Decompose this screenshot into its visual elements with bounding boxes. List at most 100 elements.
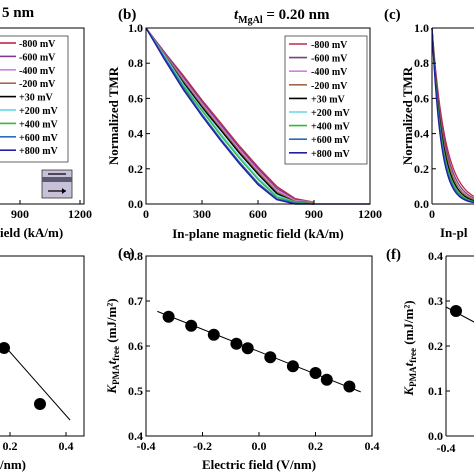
data-point <box>286 360 299 373</box>
legend-label: +800 mV <box>311 149 351 160</box>
panel-a-xtick-label: 900 <box>11 207 29 221</box>
panel-f-ylabel-unit: (mJ/m²) <box>401 300 416 348</box>
panel-c-ytick-label: 0.6 <box>414 91 429 105</box>
xtick-label: 0 <box>143 207 149 221</box>
panel-c-ytick-label: 1.0 <box>414 21 429 35</box>
panel-f-data-point <box>450 305 462 317</box>
panel-b-title-sub: MgAl <box>238 15 263 26</box>
panel-d-xlabel-fragment: /nm) <box>0 457 26 472</box>
axes-frame <box>145 255 373 437</box>
panel-b: (b) tMgAl = 0.20 nm 0 300 600 900 1200 0.0 0.2… <box>106 7 382 241</box>
legend-label: +400 mV <box>19 119 59 130</box>
xtick-label: -0.4 <box>137 439 156 453</box>
xtick-label: -0.2 <box>193 439 212 453</box>
panel-c-xtick-label: 0 <box>429 207 435 221</box>
legend-label: +200 mV <box>19 106 59 117</box>
ytick-label: 0.4 <box>128 429 143 443</box>
ytick-label: 0.2 <box>128 162 143 176</box>
panel-d-data-point <box>34 398 46 410</box>
panel-d-xtick-label: 0.4 <box>59 439 74 453</box>
panel-c-ylabel: Normalized TMR <box>400 66 415 165</box>
panel-b-title-main: t <box>234 7 239 23</box>
legend-label: -600 mV <box>19 52 56 63</box>
legend-label: +200 mV <box>311 108 351 119</box>
legend-label: +600 mV <box>19 133 59 144</box>
panel-f-ylabel-mid: t <box>401 362 416 366</box>
x-axis-label: In-plane magnetic field (kA/m) <box>172 226 344 241</box>
panel-f-ytick-label: 0.4 <box>428 249 443 263</box>
x-axis-label: Electric field (V/nm) <box>202 457 316 472</box>
ytick-label: 0.8 <box>128 56 143 70</box>
series-line--600mV <box>145 27 315 203</box>
panel-a-axes-frame <box>0 27 85 205</box>
data-point <box>162 310 175 323</box>
legend-label: +30 mV <box>311 94 346 105</box>
panel-d-fit-line <box>1 342 71 421</box>
panel-f-axes: 0.0 0.1 0.2 0.3 0.4 <box>428 249 474 443</box>
panel-c-ytick-label: 0.4 <box>414 127 429 141</box>
y-axis-label-main: K <box>104 384 119 395</box>
xtick-label: 1200 <box>358 207 382 221</box>
y-axis-label-sub1: PMA <box>111 364 121 385</box>
data-point <box>320 373 333 386</box>
panel-c-axes: 0.0 0.2 0.4 0.6 0.8 1.0 <box>414 21 474 211</box>
xtick-label: 0.2 <box>308 439 323 453</box>
series-line-+200mV <box>145 27 315 205</box>
legend-label: -200 mV <box>19 79 56 90</box>
panel-a-legend: -800 mV -600 mV -400 mV -200 mV +30 mV +200 m… <box>0 35 69 163</box>
panel-a-xlabel-fragment: ield (kA/m) <box>0 225 63 240</box>
data-point <box>207 328 220 341</box>
data-point <box>309 367 322 379</box>
panel-c: (c) 0.00.20.40.60.81.0 Normalized TMR 0 … <box>384 7 474 240</box>
ytick-label: 1.0 <box>128 21 143 35</box>
panel-d: 0.2 0.4 /nm) <box>0 255 85 472</box>
legend-label: +600 mV <box>311 135 351 146</box>
panel-a-title-fragment: 5 nm <box>2 5 35 21</box>
y-axis-label-unit: (mJ/m²) <box>104 298 119 346</box>
ytick-label: 0.0 <box>128 197 143 211</box>
ytick-label: 0.5 <box>128 384 143 398</box>
panel-f-ytick-label: 0.0 <box>428 429 443 443</box>
panel-e: (e) -0.4 -0.2 0.0 0.2 0.4 0.4 0.5 0.6 0.7 0.8 Elec… <box>104 246 380 472</box>
ytick-label: 0.7 <box>128 294 143 308</box>
xtick-label: 600 <box>249 207 267 221</box>
ytick-label: 0.4 <box>128 127 143 141</box>
panel-c-ytick-label: 0.0 <box>414 197 429 211</box>
legend-label: +400 mV <box>311 122 351 133</box>
panel-f-ylabel-sub1: PMA <box>408 366 418 387</box>
legend-label: -800 mV <box>19 39 56 50</box>
panel-f-ytick-label: 0.1 <box>428 384 443 398</box>
panel-c-ytick-label: 0.8 <box>414 56 429 70</box>
legend-label: -600 mV <box>311 54 348 65</box>
panel-b-title-rest: = 0.20 nm <box>263 7 330 23</box>
data-point <box>185 319 198 332</box>
y-axis-label: KPMAtfree (mJ/m²) <box>104 298 121 394</box>
legend-label: +30 mV <box>19 93 54 104</box>
data-point <box>264 351 277 364</box>
panel-f-ytick-label: 0.3 <box>428 294 443 308</box>
panel-f-ylabel: KPMAtfree (mJ/m²) <box>401 300 418 396</box>
panel-d-data-point <box>0 342 10 354</box>
panel-d-xtick-label: 0.2 <box>3 439 18 453</box>
series-line--200mV <box>145 27 315 203</box>
panel-f: (f) 0.0 0.1 0.2 0.3 0.4 KPMAtfree (mJ/m²) -0… <box>386 247 474 455</box>
series-line-+600mV <box>145 27 315 205</box>
xtick-label: 900 <box>305 207 323 221</box>
xtick-label: 0.0 <box>252 439 267 453</box>
panel-f-ytick-label: 0.2 <box>428 339 443 353</box>
panel-f-ylabel-main: K <box>401 386 416 397</box>
legend-label: -800 mV <box>311 40 348 51</box>
panel-f-xtick-label: -0.4 <box>437 441 456 455</box>
legend-label: -200 mV <box>311 81 348 92</box>
panel-a: 5 nm 900 1200 ield (kA/m) -800 mV -600 mV… <box>0 5 92 240</box>
panel-a-inset-device <box>41 169 73 199</box>
xtick-label: 300 <box>193 207 211 221</box>
panel-f-ylabel-sub2: free <box>408 348 418 363</box>
panel-c-xlabel-fragment: In-pl <box>440 225 468 240</box>
panel-d-axes-frame <box>0 255 85 437</box>
y-axis-label: Normalized TMR <box>106 66 121 165</box>
legend-label: -400 mV <box>19 66 56 77</box>
panel-b-title: tMgAl = 0.20 nm <box>234 7 330 26</box>
legend-label: +800 mV <box>19 146 59 157</box>
